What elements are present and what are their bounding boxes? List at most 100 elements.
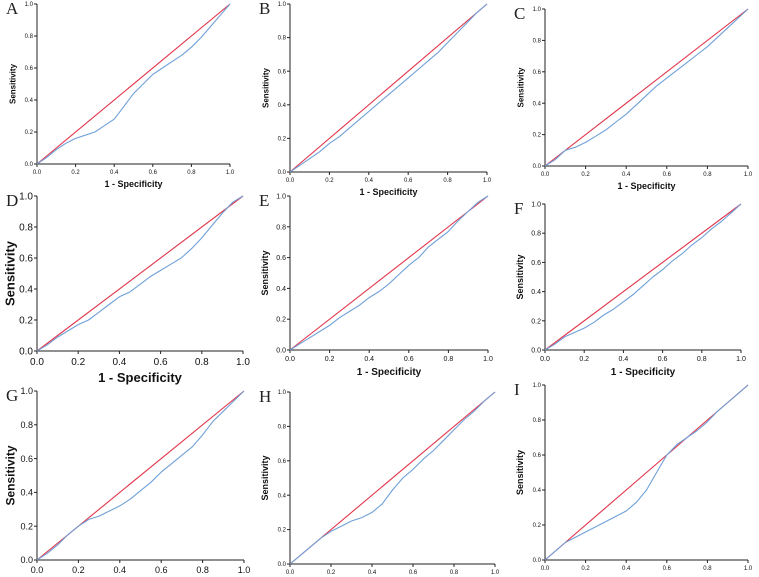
y-tick-label: 1.0	[531, 201, 541, 208]
x-tick-label: 0.0	[286, 570, 295, 576]
y-tick-label: 0.6	[25, 66, 34, 72]
y-tick-label: 0.0	[278, 562, 287, 568]
y-tick-label: 0.0	[533, 558, 542, 564]
x-tick-label: 1.0	[236, 357, 250, 368]
x-axis-title: 1 - Specificity	[98, 370, 183, 385]
x-tick-label: 1.0	[491, 570, 500, 576]
panel-letter: D	[6, 191, 18, 210]
y-tick-label: 1.0	[278, 2, 287, 8]
y-tick-label: 1.0	[533, 7, 542, 13]
x-tick-label: 0.4	[622, 172, 631, 178]
x-axis-title: 1 - Specificity	[611, 367, 676, 378]
y-tick-label: 0.8	[278, 425, 287, 431]
y-tick-label: 0.8	[25, 34, 34, 40]
y-tick-label: 0.6	[531, 260, 541, 267]
y-tick-label: 0.0	[278, 170, 287, 176]
x-axis-title: 1 - Specificity	[104, 179, 162, 189]
x-tick-label: 0.0	[33, 170, 42, 176]
x-tick-label: 0.6	[663, 172, 672, 178]
y-tick-label: 0.6	[278, 69, 287, 75]
roc-panel-g: G 0.0 0.2 0.4 0.6 0.8 1.0 0.0 0.2 0.4 0.6 0.8 1.0 Sen…	[4, 386, 251, 575]
x-tick-label: 0.6	[155, 565, 168, 575]
y-tick-label: 0.4	[19, 285, 33, 296]
x-axis-title: 1 - Specificity	[617, 181, 675, 191]
y-tick-label: 0.0	[20, 555, 33, 565]
x-tick-label: 0.8	[195, 357, 209, 368]
x-tick-label: 0.6	[404, 178, 413, 184]
roc-curve-line	[544, 384, 749, 561]
roc-panel-c: C 0.0 0.2 0.4 0.6 0.8 1.0 0.0 0.2 0.4 0.6 0.8 1.0 Sen…	[514, 4, 753, 191]
panel-letter: A	[6, 0, 19, 18]
y-tick-label: 0.2	[276, 317, 286, 324]
x-tick-label: 0.4	[112, 357, 126, 368]
y-axis-title: Sensitivity	[516, 67, 525, 108]
y-tick-label: 0.2	[531, 318, 541, 325]
roc-panel-i: I 0.0 0.2 0.4 0.6 0.8 1.0 0.0 0.2 0.4 0.6 0.8 1.0 Sen…	[514, 380, 753, 572]
panel-letter: G	[6, 386, 18, 405]
roc-curve-line	[36, 3, 231, 165]
x-tick-label: 0.4	[364, 356, 374, 363]
y-tick-label: 0.2	[278, 528, 287, 534]
y-tick-label: 0.6	[20, 454, 33, 464]
y-tick-label: 0.8	[20, 420, 33, 430]
y-tick-label: 0.4	[278, 103, 287, 109]
roc-curve-line	[289, 195, 489, 351]
x-tick-label: 0.4	[110, 170, 119, 176]
roc-curve-line	[289, 391, 496, 565]
y-axis-title: Sensitivity	[260, 250, 270, 295]
x-tick-label: 0.4	[368, 570, 377, 576]
y-tick-label: 0.4	[531, 289, 541, 296]
x-tick-label: 0.6	[409, 570, 418, 576]
y-tick-label: 1.0	[276, 193, 286, 200]
y-tick-label: 0.4	[533, 101, 542, 107]
y-tick-label: 0.0	[276, 347, 286, 354]
x-tick-label: 0.2	[327, 570, 336, 576]
x-tick-label: 0.4	[619, 356, 629, 363]
y-tick-label: 0.4	[25, 98, 34, 104]
y-axis-title: Sensitivity	[4, 445, 18, 505]
y-tick-label: 0.6	[276, 255, 286, 262]
panel-letter: C	[514, 4, 525, 23]
x-tick-label: 0.2	[579, 356, 589, 363]
x-tick-label: 0.2	[71, 357, 85, 368]
y-axis-title: Sensitivity	[515, 450, 525, 495]
y-tick-label: 0.2	[20, 521, 33, 531]
y-tick-label: 0.8	[276, 224, 286, 231]
panel-letter: B	[259, 0, 270, 18]
panel-letter: F	[514, 199, 523, 218]
x-tick-label: 0.8	[697, 356, 707, 363]
x-tick-label: 0.6	[658, 356, 668, 363]
panel-letter: E	[259, 191, 269, 210]
x-tick-label: 0.2	[581, 566, 590, 572]
y-tick-label: 1.0	[278, 390, 287, 396]
panel-letter: H	[259, 387, 271, 406]
x-tick-label: 0.2	[581, 172, 590, 178]
x-axis-title: 1 - Specificity	[359, 187, 417, 197]
x-axis-title: 1 - Specificity	[357, 367, 422, 378]
y-tick-label: 0.2	[278, 137, 287, 143]
x-tick-label: 0.0	[540, 356, 550, 363]
panel-letter: I	[514, 380, 520, 399]
x-tick-label: 1.0	[483, 356, 493, 363]
reference-diagonal-line	[289, 195, 489, 351]
x-tick-label: 0.0	[541, 566, 550, 572]
y-axis-title: Sensitivity	[8, 63, 17, 104]
roc-curve-line	[289, 3, 488, 173]
roc-panel-f: F 0.0 0.2 0.4 0.6 0.8 1.0 0.0 0.2 0.4 0.6 0.8 1.0 Sen…	[514, 199, 746, 378]
x-tick-label: 0.2	[325, 178, 334, 184]
y-tick-label: 0.2	[25, 130, 34, 136]
reference-diagonal-line	[289, 3, 488, 173]
y-tick-label: 0.4	[20, 488, 33, 498]
reference-diagonal-line	[36, 195, 244, 352]
y-tick-label: 0.6	[533, 453, 542, 459]
y-tick-label: 0.4	[533, 488, 542, 494]
reference-diagonal-line	[544, 8, 749, 167]
x-tick-label: 0.2	[71, 170, 80, 176]
x-tick-label: 0.8	[703, 566, 712, 572]
x-tick-label: 1.0	[736, 356, 746, 363]
y-tick-label: 0.8	[533, 39, 542, 45]
y-tick-label: 0.8	[19, 223, 33, 234]
roc-panel-b: B 0.0 0.2 0.4 0.6 0.8 1.0 0.0 0.2 0.4 0.6 0.8 1.0 Sen…	[259, 0, 492, 197]
x-tick-label: 0.4	[622, 566, 631, 572]
